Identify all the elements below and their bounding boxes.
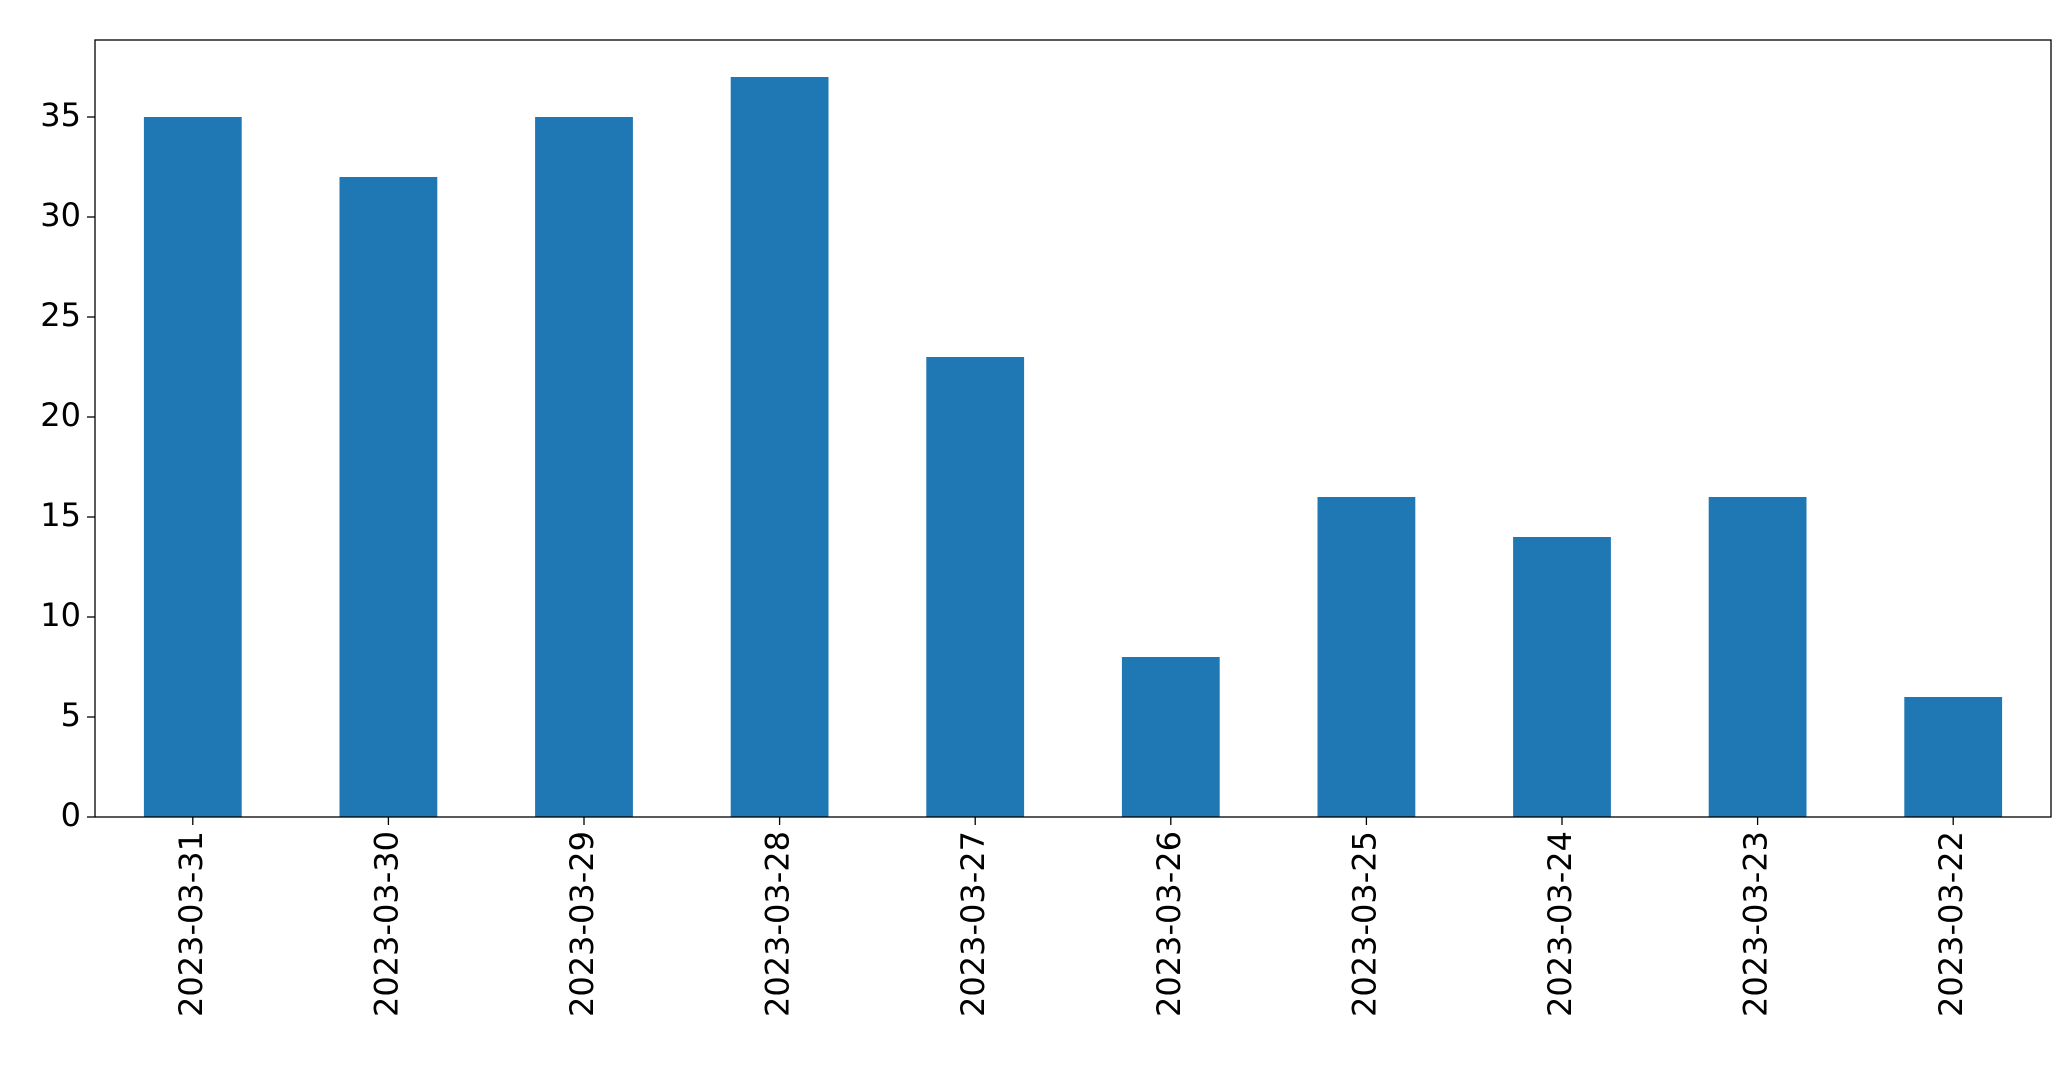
y-tick-label: 25 [40, 296, 81, 334]
bar [926, 357, 1025, 817]
bar [1904, 697, 2003, 817]
x-tick-label: 2023-03-30 [367, 831, 405, 1017]
y-tick-label: 0 [61, 796, 81, 834]
bar [535, 117, 633, 817]
axes-frame [94, 39, 2052, 818]
y-tick-label: 30 [40, 196, 81, 234]
x-tick-label: 2023-03-31 [172, 831, 210, 1017]
y-tick-label: 20 [40, 396, 81, 434]
y-tick-label: 15 [40, 496, 81, 534]
x-tick-label: 2023-03-24 [1541, 831, 1579, 1017]
bar [1513, 537, 1611, 817]
y-tick-label: 10 [40, 596, 81, 634]
bar [339, 177, 438, 817]
y-tick-label: 35 [40, 96, 81, 134]
x-tick-label: 2023-03-27 [954, 831, 992, 1017]
bar [1708, 497, 1807, 817]
x-tick-label: 2023-03-23 [1737, 831, 1775, 1017]
bar [1317, 497, 1416, 817]
bar [1121, 657, 1220, 817]
bar [730, 77, 829, 817]
x-tick-label: 2023-03-22 [1932, 831, 1970, 1017]
bar [143, 117, 242, 817]
x-tick-label: 2023-03-29 [563, 831, 601, 1017]
x-tick-label: 2023-03-28 [759, 831, 797, 1017]
y-tick-label: 5 [61, 696, 81, 734]
x-tick-label: 2023-03-26 [1150, 831, 1188, 1017]
x-tick-label: 2023-03-25 [1345, 831, 1383, 1017]
